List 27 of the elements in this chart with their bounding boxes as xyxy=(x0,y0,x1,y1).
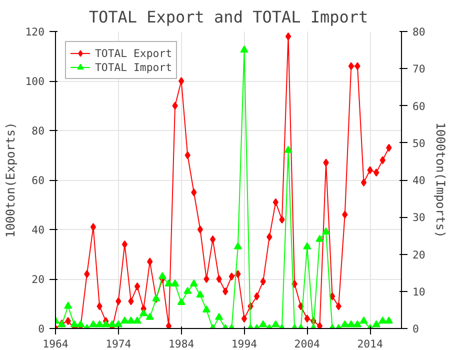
x-tick-label: 2014 xyxy=(357,338,383,350)
y2-tick-label: 40 xyxy=(412,174,426,187)
y-tick-label: 60 xyxy=(32,174,45,187)
y2-tick-label: 30 xyxy=(412,211,426,224)
x-tick-label: 1974 xyxy=(106,338,132,350)
x-tick-label: 1984 xyxy=(168,338,194,350)
y2-tick-label: 60 xyxy=(412,100,426,113)
y-tick-label: 100 xyxy=(25,75,45,88)
y2-tick-label: 50 xyxy=(412,136,426,150)
y2-tick-label: 70 xyxy=(412,62,426,76)
x-tick-label: 1994 xyxy=(231,338,258,350)
y2-tick-label: 80 xyxy=(412,26,426,38)
x-tick-label: 1964 xyxy=(42,338,68,350)
y-tick-label: 0 xyxy=(38,322,45,336)
y-axis-title: 1000ton(Exports) xyxy=(3,122,18,238)
y-tick-label: 120 xyxy=(25,26,45,38)
y-tick-label: 20 xyxy=(32,273,45,286)
y2-axis-title: 1000ton(Imports) xyxy=(433,122,448,238)
legend-label: TOTAL Export xyxy=(95,46,172,60)
y2-tick-label: 20 xyxy=(412,248,426,262)
x-tick-label: 2004 xyxy=(294,338,320,350)
y2-tick-label: 10 xyxy=(412,285,426,298)
y2-tick-label: 0 xyxy=(412,322,419,336)
legend-label: TOTAL Import xyxy=(95,60,172,74)
y-tick-label: 40 xyxy=(32,224,45,236)
y-tick-label: 80 xyxy=(32,124,45,138)
chart-title: TOTAL Export and TOTAL Import xyxy=(88,8,368,26)
